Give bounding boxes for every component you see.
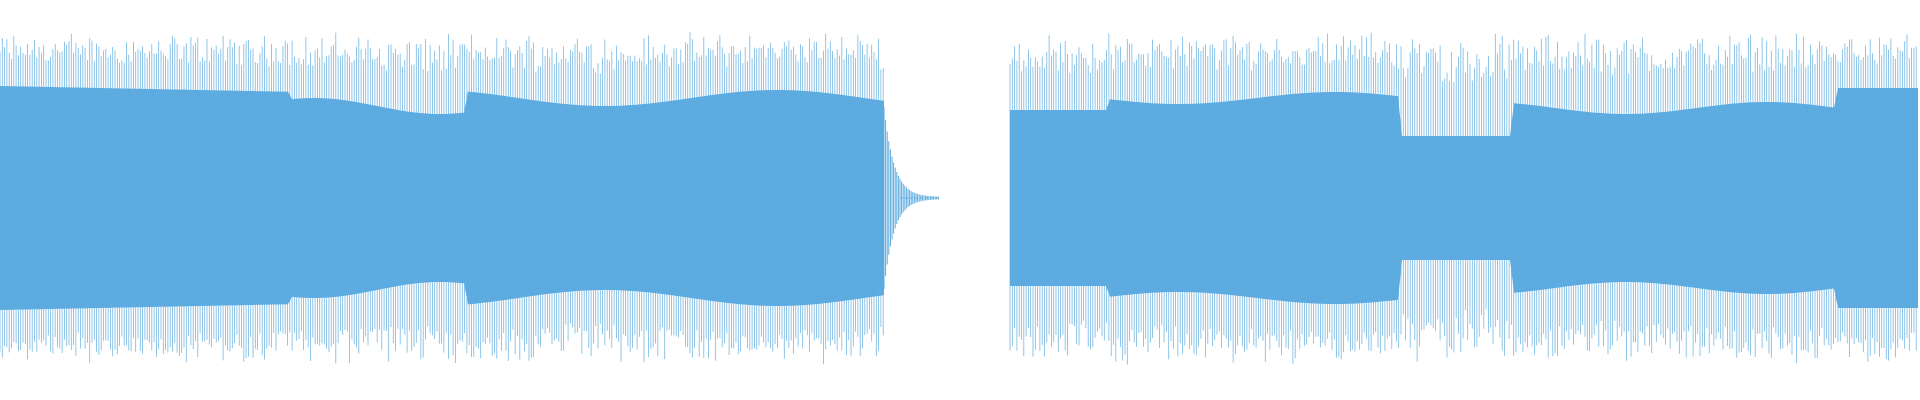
- clip-2-peaks: [1009, 32, 1917, 365]
- clip-1-peaks: [0, 31, 884, 365]
